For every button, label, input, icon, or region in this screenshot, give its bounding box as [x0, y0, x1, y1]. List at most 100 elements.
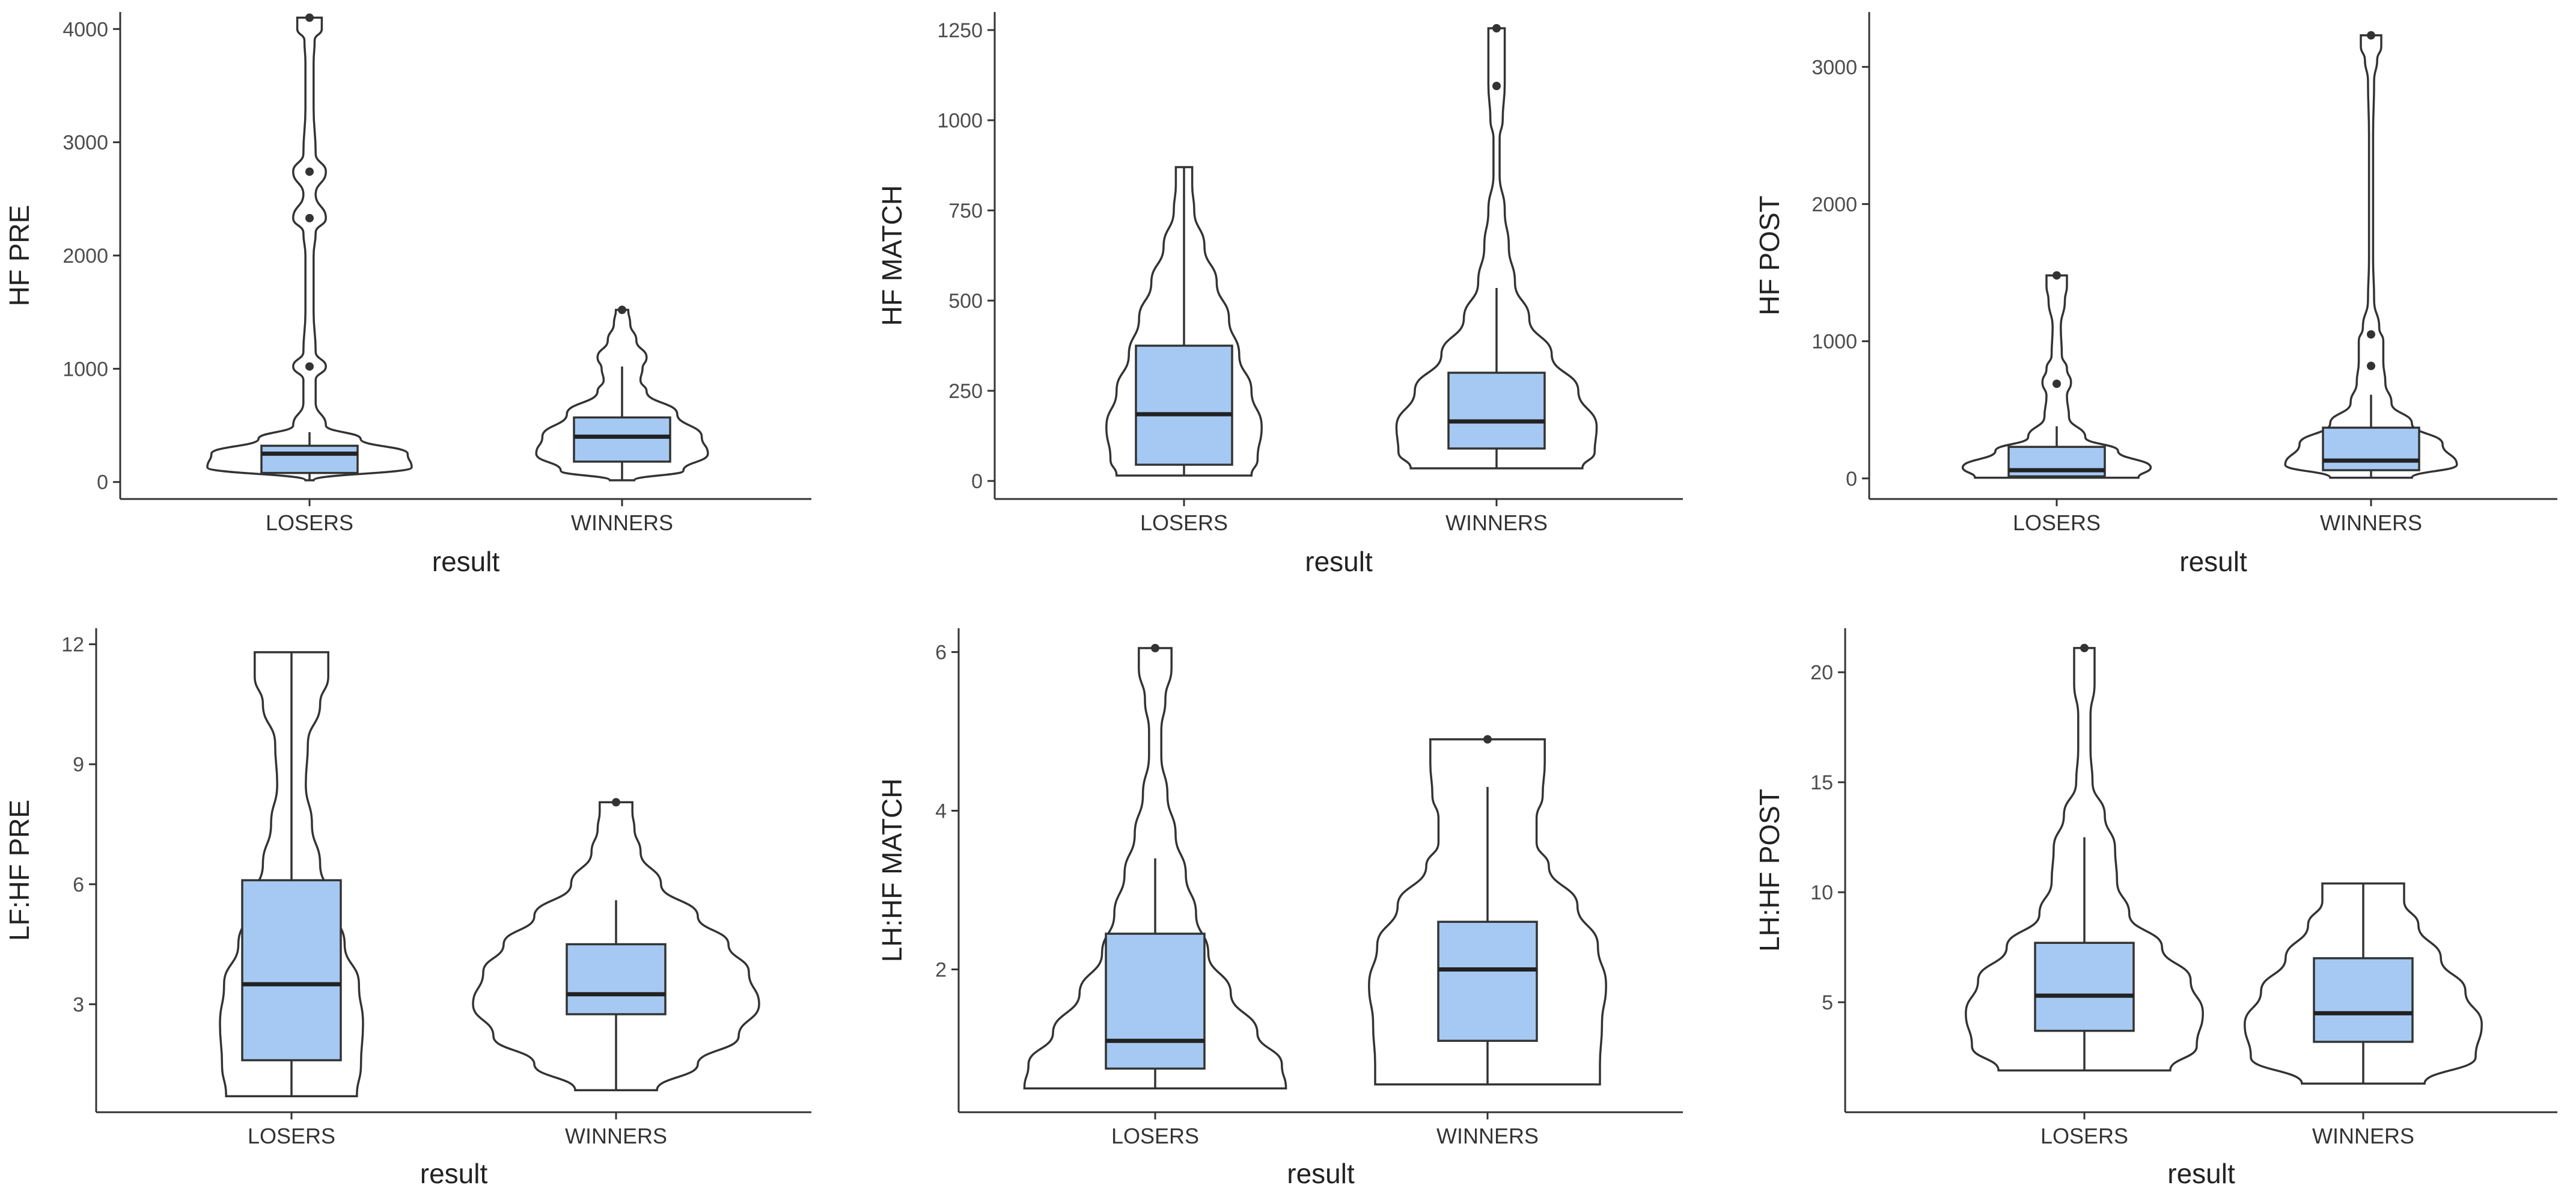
- y-tick-label: 3: [73, 993, 84, 1016]
- iqr-box: [1135, 344, 1233, 466]
- x-tick-label-losers: LOSERS: [2013, 510, 2101, 535]
- x-axis-title: result: [1287, 1158, 1355, 1189]
- outlier-point: [612, 798, 620, 807]
- y-tick-label: 1000: [937, 109, 983, 132]
- y-tick-label: 500: [948, 290, 983, 313]
- y-tick-label: 2000: [1811, 193, 1857, 216]
- y-tick-label: 0: [97, 471, 108, 494]
- x-tick-label-winners: WINNERS: [1445, 510, 1548, 535]
- x-tick-label-losers: LOSERS: [248, 1124, 335, 1148]
- y-tick-label: 1000: [1811, 331, 1857, 354]
- violin-outline: [219, 651, 364, 1098]
- panel-5: 2 4 6 LOSERS WINNERS result LH:HF MATCH: [876, 628, 1683, 1189]
- outlier-point: [618, 305, 626, 314]
- panel-3: 0 1000 2000 3000 LOSERS WINNERS result HF POST: [1754, 12, 2557, 577]
- y-tick-label: 0: [1846, 468, 1857, 491]
- violin-outline: [535, 308, 709, 482]
- y-tick-label: 10: [1810, 881, 1833, 904]
- x-tick-label-winners: WINNERS: [1436, 1124, 1539, 1148]
- outlier-point: [2367, 361, 2375, 370]
- y-tick-label: 4: [935, 800, 947, 823]
- y-tick-label: 750: [948, 200, 983, 222]
- violin-outline: [2284, 34, 2458, 479]
- iqr-box: [2034, 941, 2135, 1032]
- x-axis-title: result: [432, 546, 500, 577]
- x-tick-label-losers: LOSERS: [2040, 1124, 2128, 1148]
- group-losers: [206, 13, 413, 482]
- x-axis-title: result: [2179, 546, 2247, 577]
- x-tick-label-losers: LOSERS: [1140, 510, 1228, 535]
- group-losers: [1023, 643, 1287, 1090]
- violin-outline: [472, 801, 760, 1092]
- outlier-point: [2080, 643, 2089, 652]
- panel-4: 3 6 9 12 LOSERS WINNERS result LF:HF PRE: [4, 628, 811, 1189]
- y-tick-label: 250: [948, 380, 983, 403]
- y-tick-label: 3000: [63, 132, 108, 155]
- y-axis-title: LH:HF POST: [1754, 789, 1785, 952]
- outlier-point: [1492, 82, 1501, 90]
- group-winners: [2284, 31, 2458, 479]
- outlier-point: [305, 362, 314, 371]
- x-tick-label-winners: WINNERS: [565, 1124, 667, 1148]
- group-winners: [535, 305, 709, 482]
- outlier-point: [305, 213, 314, 222]
- violin-outline: [2244, 882, 2483, 1085]
- x-tick-label-winners: WINNERS: [2312, 1124, 2414, 1148]
- iqr-box: [2313, 957, 2414, 1043]
- y-tick-label: 3000: [1811, 56, 1857, 79]
- y-tick-label: 4000: [63, 18, 108, 41]
- y-axis-title: HF MATCH: [876, 185, 908, 326]
- panel-6: 5 10 15 20 LOSERS WINNERS result LH:HF POST: [1754, 628, 2557, 1189]
- outlier-point: [1151, 643, 1159, 652]
- violin-outline: [1395, 27, 1598, 470]
- iqr-box: [573, 416, 671, 463]
- y-tick-label: 1000: [63, 358, 108, 381]
- y-tick-label: 1250: [937, 19, 983, 42]
- violin-outline: [1105, 166, 1263, 477]
- y-tick-label: 20: [1810, 661, 1833, 684]
- y-axis-title: HF POST: [1754, 195, 1785, 315]
- violin-outline: [1368, 738, 1607, 1086]
- group-losers: [219, 651, 364, 1098]
- iqr-box: [1437, 920, 1538, 1042]
- x-tick-label-winners: WINNERS: [2320, 510, 2422, 535]
- x-axis-title: result: [1305, 546, 1373, 577]
- outlier-point: [305, 13, 314, 22]
- x-tick-label-losers: LOSERS: [1111, 1124, 1199, 1148]
- y-tick-label: 9: [73, 753, 84, 776]
- x-tick-label-winners: WINNERS: [571, 510, 673, 535]
- outlier-point: [305, 167, 314, 176]
- violin-outline: [206, 16, 413, 482]
- y-tick-label: 12: [61, 634, 84, 657]
- outlier-point: [2367, 330, 2375, 339]
- group-winners: [2244, 882, 2483, 1085]
- violin-outline: [1023, 647, 1287, 1090]
- y-tick-label: 6: [73, 874, 84, 896]
- group-winners: [1395, 24, 1598, 470]
- violin-outline: [1961, 274, 2152, 479]
- panel-2: 0 250 500 750 1000 1250 LOSERS WINNERS result HF …: [876, 12, 1683, 577]
- y-tick-label: 2: [935, 958, 947, 981]
- iqr-box: [1105, 932, 1206, 1070]
- x-axis-title: result: [420, 1158, 488, 1189]
- group-losers: [1965, 643, 2204, 1072]
- iqr-box: [566, 943, 667, 1015]
- outlier-point: [1492, 24, 1501, 32]
- iqr-box: [241, 879, 342, 1062]
- y-tick-label: 6: [935, 641, 947, 664]
- outlier-point: [2053, 271, 2061, 280]
- outlier-point: [1483, 735, 1492, 744]
- outlier-point: [2053, 379, 2061, 388]
- group-winners: [472, 798, 760, 1092]
- iqr-box: [2322, 426, 2420, 471]
- group-losers: [1961, 271, 2152, 479]
- group-losers: [1105, 166, 1263, 477]
- y-axis-title: LF:HF PRE: [4, 800, 35, 941]
- y-tick-label: 0: [971, 470, 983, 493]
- y-axis-title: HF PRE: [4, 205, 35, 307]
- panel-1: 0 1000 2000 3000 4000 LOSERS WINNERS result HF P…: [4, 12, 811, 577]
- iqr-box: [260, 444, 359, 474]
- y-tick-label: 5: [1822, 991, 1833, 1014]
- group-winners: [1368, 735, 1607, 1086]
